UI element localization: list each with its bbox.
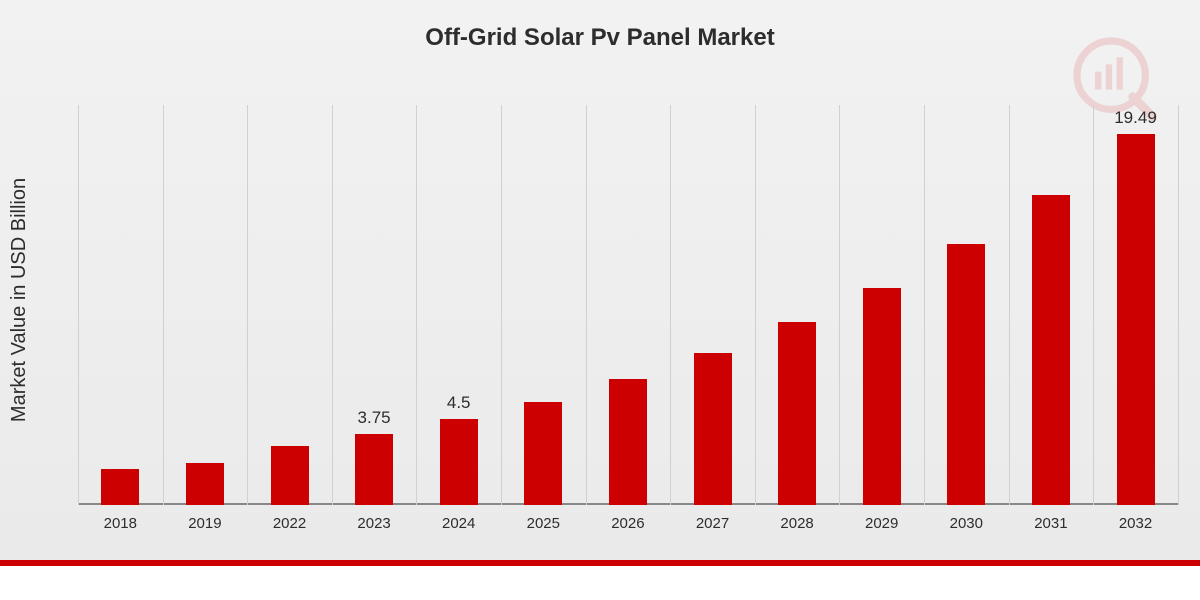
plot-area: 2018201920223.7520234.520242025202620272… — [78, 105, 1178, 505]
x-axis-tick-label: 2032 — [1119, 515, 1152, 532]
bottom-accent-bar — [0, 560, 1200, 566]
grid-line — [586, 105, 587, 505]
x-axis-tick-label: 2024 — [442, 515, 475, 532]
bar — [524, 402, 562, 505]
bar-value-label: 3.75 — [358, 408, 391, 428]
bar — [947, 244, 985, 505]
grid-line — [670, 105, 671, 505]
grid-line — [1178, 105, 1179, 505]
x-axis-tick-label: 2031 — [1034, 515, 1067, 532]
bar — [609, 379, 647, 505]
x-axis-tick-label: 2025 — [527, 515, 560, 532]
grid-line — [332, 105, 333, 505]
x-axis-tick-label: 2019 — [188, 515, 221, 532]
grid-line — [78, 105, 79, 505]
bar — [778, 322, 816, 505]
grid-line — [1093, 105, 1094, 505]
bar: 3.75 — [355, 434, 393, 505]
x-axis-tick-label: 2022 — [273, 515, 306, 532]
x-axis-tick-label: 2018 — [104, 515, 137, 532]
bar — [271, 446, 309, 505]
grid-line — [924, 105, 925, 505]
bar: 4.5 — [440, 419, 478, 505]
x-axis-tick-label: 2028 — [780, 515, 813, 532]
bar — [1032, 195, 1070, 505]
y-axis-label: Market Value in USD Billion — [8, 178, 31, 422]
bar-value-label: 19.49 — [1114, 108, 1157, 128]
bar — [186, 463, 224, 505]
bar — [101, 469, 139, 505]
chart-area: Off-Grid Solar Pv Panel Market Market Va… — [0, 0, 1200, 560]
x-axis-tick-label: 2026 — [611, 515, 644, 532]
x-axis-tick-label: 2030 — [950, 515, 983, 532]
chart-title: Off-Grid Solar Pv Panel Market — [0, 24, 1200, 52]
bar: 19.49 — [1117, 134, 1155, 505]
grid-line — [416, 105, 417, 505]
bar — [863, 288, 901, 505]
grid-line — [1009, 105, 1010, 505]
x-axis-tick-label: 2029 — [865, 515, 898, 532]
bar-value-label: 4.5 — [447, 393, 471, 413]
grid-line — [755, 105, 756, 505]
grid-line — [501, 105, 502, 505]
grid-line — [839, 105, 840, 505]
x-axis-tick-label: 2027 — [696, 515, 729, 532]
grid-line — [163, 105, 164, 505]
grid-line — [247, 105, 248, 505]
bar — [694, 353, 732, 505]
x-axis-tick-label: 2023 — [357, 515, 390, 532]
